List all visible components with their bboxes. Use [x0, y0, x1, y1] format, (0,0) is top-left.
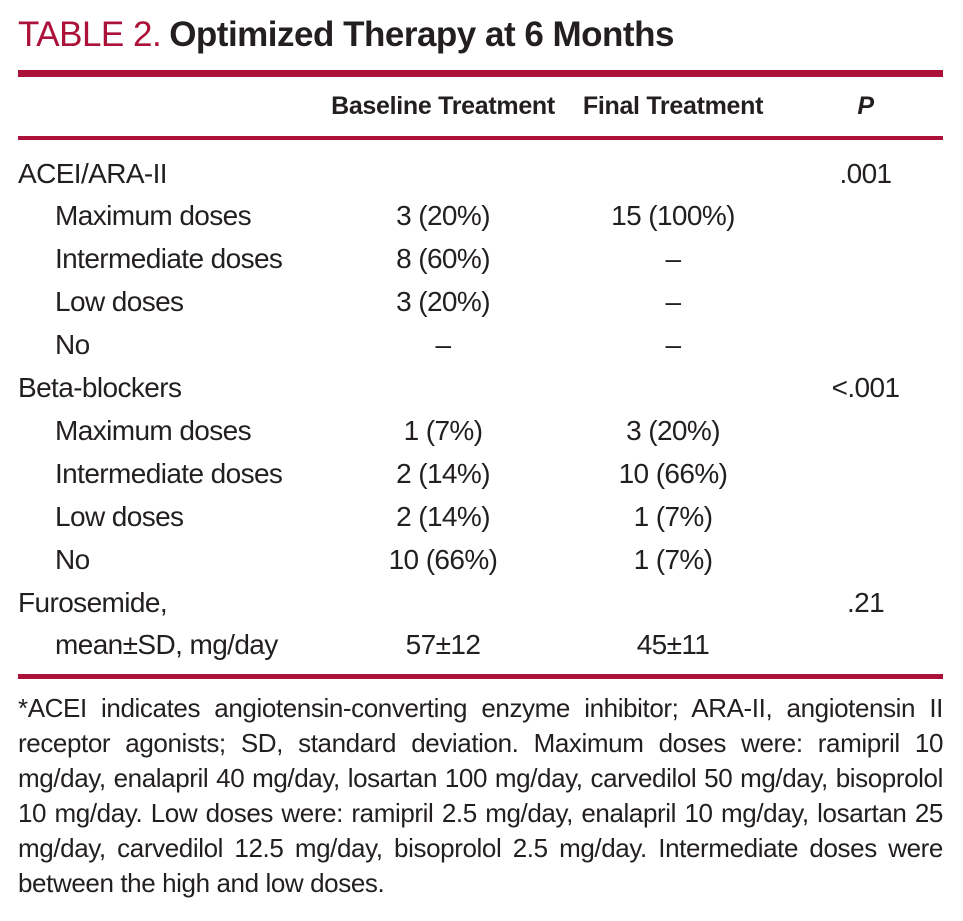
final-value [558, 138, 788, 195]
final-value: 10 (66%) [618, 458, 728, 489]
p-value: <.001 [831, 372, 900, 403]
final-value [558, 582, 788, 625]
baseline-value [328, 138, 558, 195]
header-final-treatment: Final Treatment [558, 73, 788, 140]
row-label: Intermediate doses [55, 458, 283, 489]
row-label: Intermediate doses [55, 243, 283, 274]
table-row: mean±SD, mg/day 57±12 45±11 [18, 624, 943, 679]
baseline-value: – [435, 329, 452, 360]
table-row: No 10 (66%) 1 (7%) [18, 539, 943, 582]
p-value [788, 539, 943, 582]
final-value: 1 (7%) [633, 544, 713, 575]
p-value: .001 [839, 158, 892, 189]
row-label: Furosemide, [18, 587, 168, 618]
baseline-value: 8 (60%) [396, 243, 490, 274]
table-row: Low doses 2 (14%) 1 (7%) [18, 496, 943, 539]
table-row: Furosemide, .21 [18, 582, 943, 625]
final-value: – [665, 286, 682, 317]
row-label: No [55, 544, 90, 575]
table-caption: Optimized Therapy at 6 Months [169, 15, 674, 54]
table-row: Intermediate doses 2 (14%) 10 (66%) [18, 453, 943, 496]
p-value [788, 281, 943, 324]
table-title: TABLE 2. Optimized Therapy at 6 Months [18, 12, 945, 58]
table-row: Low doses 3 (20%) – [18, 281, 943, 324]
p-value [788, 195, 943, 238]
baseline-value: 1 (7%) [403, 415, 483, 446]
final-value: 15 (100%) [611, 200, 735, 231]
p-value [788, 410, 943, 453]
p-value [788, 496, 943, 539]
row-label: Maximum doses [55, 415, 252, 446]
table-row: Maximum doses 1 (7%) 3 (20%) [18, 410, 943, 453]
header-p-value: P [788, 73, 943, 140]
table-footnote: *ACEI indicates angiotensin-converting e… [18, 693, 943, 898]
baseline-value: 57±12 [328, 624, 558, 679]
baseline-value: 10 (66%) [388, 544, 498, 575]
baseline-value: 3 (20%) [396, 200, 490, 231]
data-table: Baseline Treatment Final Treatment P ACE… [18, 70, 943, 679]
row-label: Maximum doses [55, 200, 252, 231]
row-label: No [55, 329, 90, 360]
final-value: – [665, 243, 682, 274]
p-value [788, 624, 943, 679]
header-empty-cell [18, 73, 328, 140]
final-value: – [665, 329, 682, 360]
baseline-value [328, 582, 558, 625]
row-label: ACEI/ARA-II [18, 158, 168, 189]
table-row: Beta-blockers <.001 [18, 367, 943, 410]
header-baseline-treatment: Baseline Treatment [328, 73, 558, 140]
table-header: Baseline Treatment Final Treatment P [18, 73, 943, 140]
final-value: 45±11 [558, 624, 788, 679]
baseline-value: 2 (14%) [396, 501, 490, 532]
table-row: Maximum doses 3 (20%) 15 (100%) [18, 195, 943, 238]
baseline-value: 2 (14%) [396, 458, 490, 489]
final-value: 1 (7%) [633, 501, 713, 532]
row-label: Low doses [55, 501, 184, 532]
row-label: mean±SD, mg/day [18, 624, 328, 679]
table-figure: TABLE 2. Optimized Therapy at 6 Months Ba… [18, 12, 945, 898]
row-label: Beta-blockers [18, 372, 182, 403]
p-value: .21 [846, 587, 885, 618]
final-value: 3 (20%) [626, 415, 720, 446]
table-row: ACEI/ARA-II .001 [18, 138, 943, 195]
header-row: Baseline Treatment Final Treatment P [18, 73, 943, 140]
table-row: Intermediate doses 8 (60%) – [18, 238, 943, 281]
p-value [788, 324, 943, 367]
baseline-value [328, 367, 558, 410]
table-number: TABLE 2. [18, 15, 162, 54]
table-body: ACEI/ARA-II .001 Maximum doses 3 (20%) 1… [18, 138, 943, 679]
p-value [788, 453, 943, 496]
p-value [788, 238, 943, 281]
row-label: Low doses [55, 286, 184, 317]
baseline-value: 3 (20%) [396, 286, 490, 317]
table-row: No – – [18, 324, 943, 367]
final-value [558, 367, 788, 410]
